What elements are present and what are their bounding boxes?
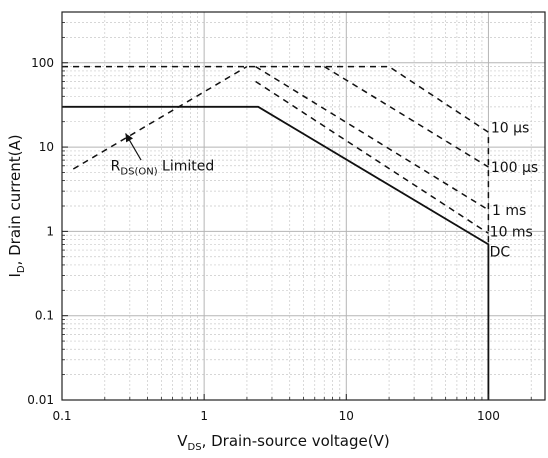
y-axis-label: ID, Drain current(A): [6, 134, 27, 277]
x-axis-label-rest: , Drain-source voltage(V): [202, 432, 390, 450]
curve-label-1-ms: 1 ms: [492, 203, 526, 219]
x-axis-label: VDS, Drain-source voltage(V): [177, 432, 389, 453]
ticks-layer: [61, 11, 532, 401]
curve-label-dc: DC: [490, 244, 511, 260]
curve-label-10-ms: 10 ms: [490, 224, 533, 240]
rds-on-label-sub: DS(ON): [120, 166, 157, 177]
rds-on-label-main: R: [111, 158, 121, 174]
y-axis-label-sub: D: [16, 265, 27, 273]
series-layer: [62, 65, 490, 400]
y-tick-label: 100: [31, 56, 54, 70]
x-axis-label-sub: DS: [188, 442, 202, 453]
labels-layer: 0.1 1 10 100 0.01 0.1 1 10 100 RDS(ON) Limited 10 …: [27, 56, 538, 423]
curve-label-10-us: 10 µs: [491, 121, 529, 137]
y-tick-label: 0.01: [27, 393, 54, 407]
x-tick-label: 100: [477, 409, 500, 423]
y-axis-label-main: I: [6, 273, 24, 277]
series-rds-on-limit-line: [72, 65, 248, 170]
rds-on-limited-label: RDS(ON) Limited: [111, 158, 215, 177]
y-axis-label-rest: , Drain current(A): [6, 134, 24, 265]
y-tick-label: 0.1: [35, 309, 54, 323]
minor-grid: [62, 11, 545, 400]
series-10-ms-line: [255, 80, 489, 234]
x-tick-label: 0.1: [52, 409, 71, 423]
x-tick-label: 1: [200, 409, 208, 423]
x-axis-label-main: V: [177, 432, 188, 450]
x-tick-label: 10: [339, 409, 354, 423]
series-10-us-line: [62, 65, 490, 245]
rds-on-label-rest: Limited: [158, 158, 215, 174]
series-1-ms-line: [255, 65, 489, 211]
rds-on-arrow-head: [125, 133, 134, 143]
series-dc-line: [62, 105, 490, 400]
y-tick-label: 1: [46, 224, 54, 238]
y-tick-label: 10: [39, 140, 54, 154]
curve-label-100-us: 100 µs: [491, 160, 538, 176]
